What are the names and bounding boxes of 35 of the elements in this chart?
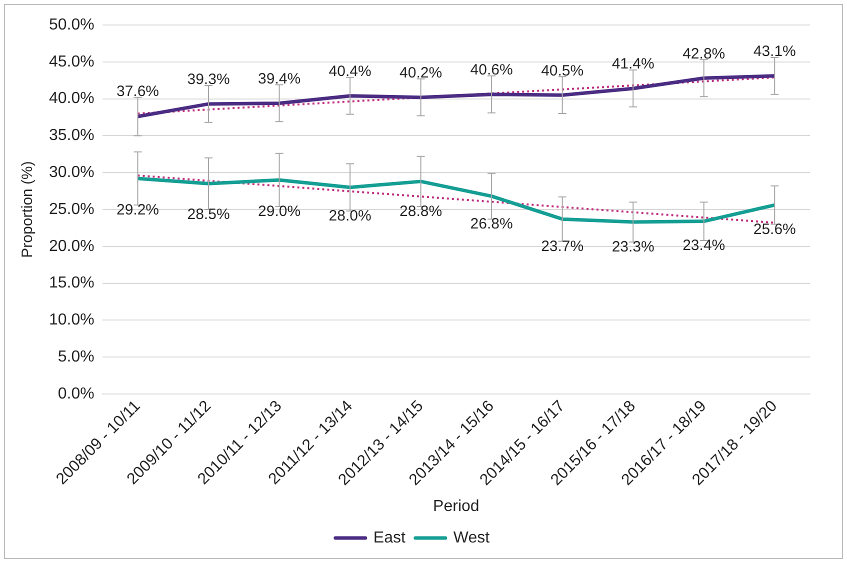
y-tick-label: 5.0%	[58, 348, 94, 366]
x-axis-title: Period	[433, 498, 480, 515]
y-tick-label: 30.0%	[48, 164, 94, 181]
y-tick-label: 10.0%	[48, 312, 94, 329]
data-label: 29.2%	[116, 202, 160, 219]
y-tick-label: 15.0%	[48, 274, 94, 292]
data-label: 42.8%	[682, 45, 726, 62]
legend-label: East	[373, 529, 406, 546]
data-label: 25.6%	[753, 220, 796, 238]
data-label: 40.6%	[470, 62, 513, 79]
data-label: 28.0%	[328, 208, 372, 225]
data-label: 43.1%	[753, 43, 796, 60]
data-label: 23.4%	[682, 237, 726, 254]
data-label: 40.2%	[400, 64, 442, 82]
y-tick-label: 0.0%	[58, 385, 94, 402]
data-label: 23.7%	[541, 238, 584, 255]
data-label: 37.6%	[116, 82, 160, 100]
data-label: 39.4%	[258, 70, 301, 88]
y-tick-label: 40.0%	[48, 90, 94, 108]
data-label: 26.8%	[470, 216, 513, 233]
y-tick-label: 35.0%	[48, 127, 94, 144]
data-label: 41.4%	[612, 56, 654, 73]
data-label: 40.5%	[541, 62, 584, 80]
data-label: 28.8%	[400, 203, 442, 220]
data-label: 40.4%	[328, 63, 372, 80]
y-tick-label: 45.0%	[48, 53, 94, 70]
data-label: 39.3%	[187, 71, 230, 88]
data-label: 23.3%	[612, 238, 654, 256]
data-label: 28.5%	[187, 206, 230, 224]
data-label: 29.0%	[258, 203, 301, 220]
y-tick-label: 25.0%	[48, 200, 94, 218]
y-tick-label: 50.0%	[48, 16, 94, 34]
y-axis-title: Proportion (%)	[19, 161, 36, 258]
legend-label: West	[453, 529, 490, 546]
y-tick-label: 20.0%	[48, 238, 94, 255]
